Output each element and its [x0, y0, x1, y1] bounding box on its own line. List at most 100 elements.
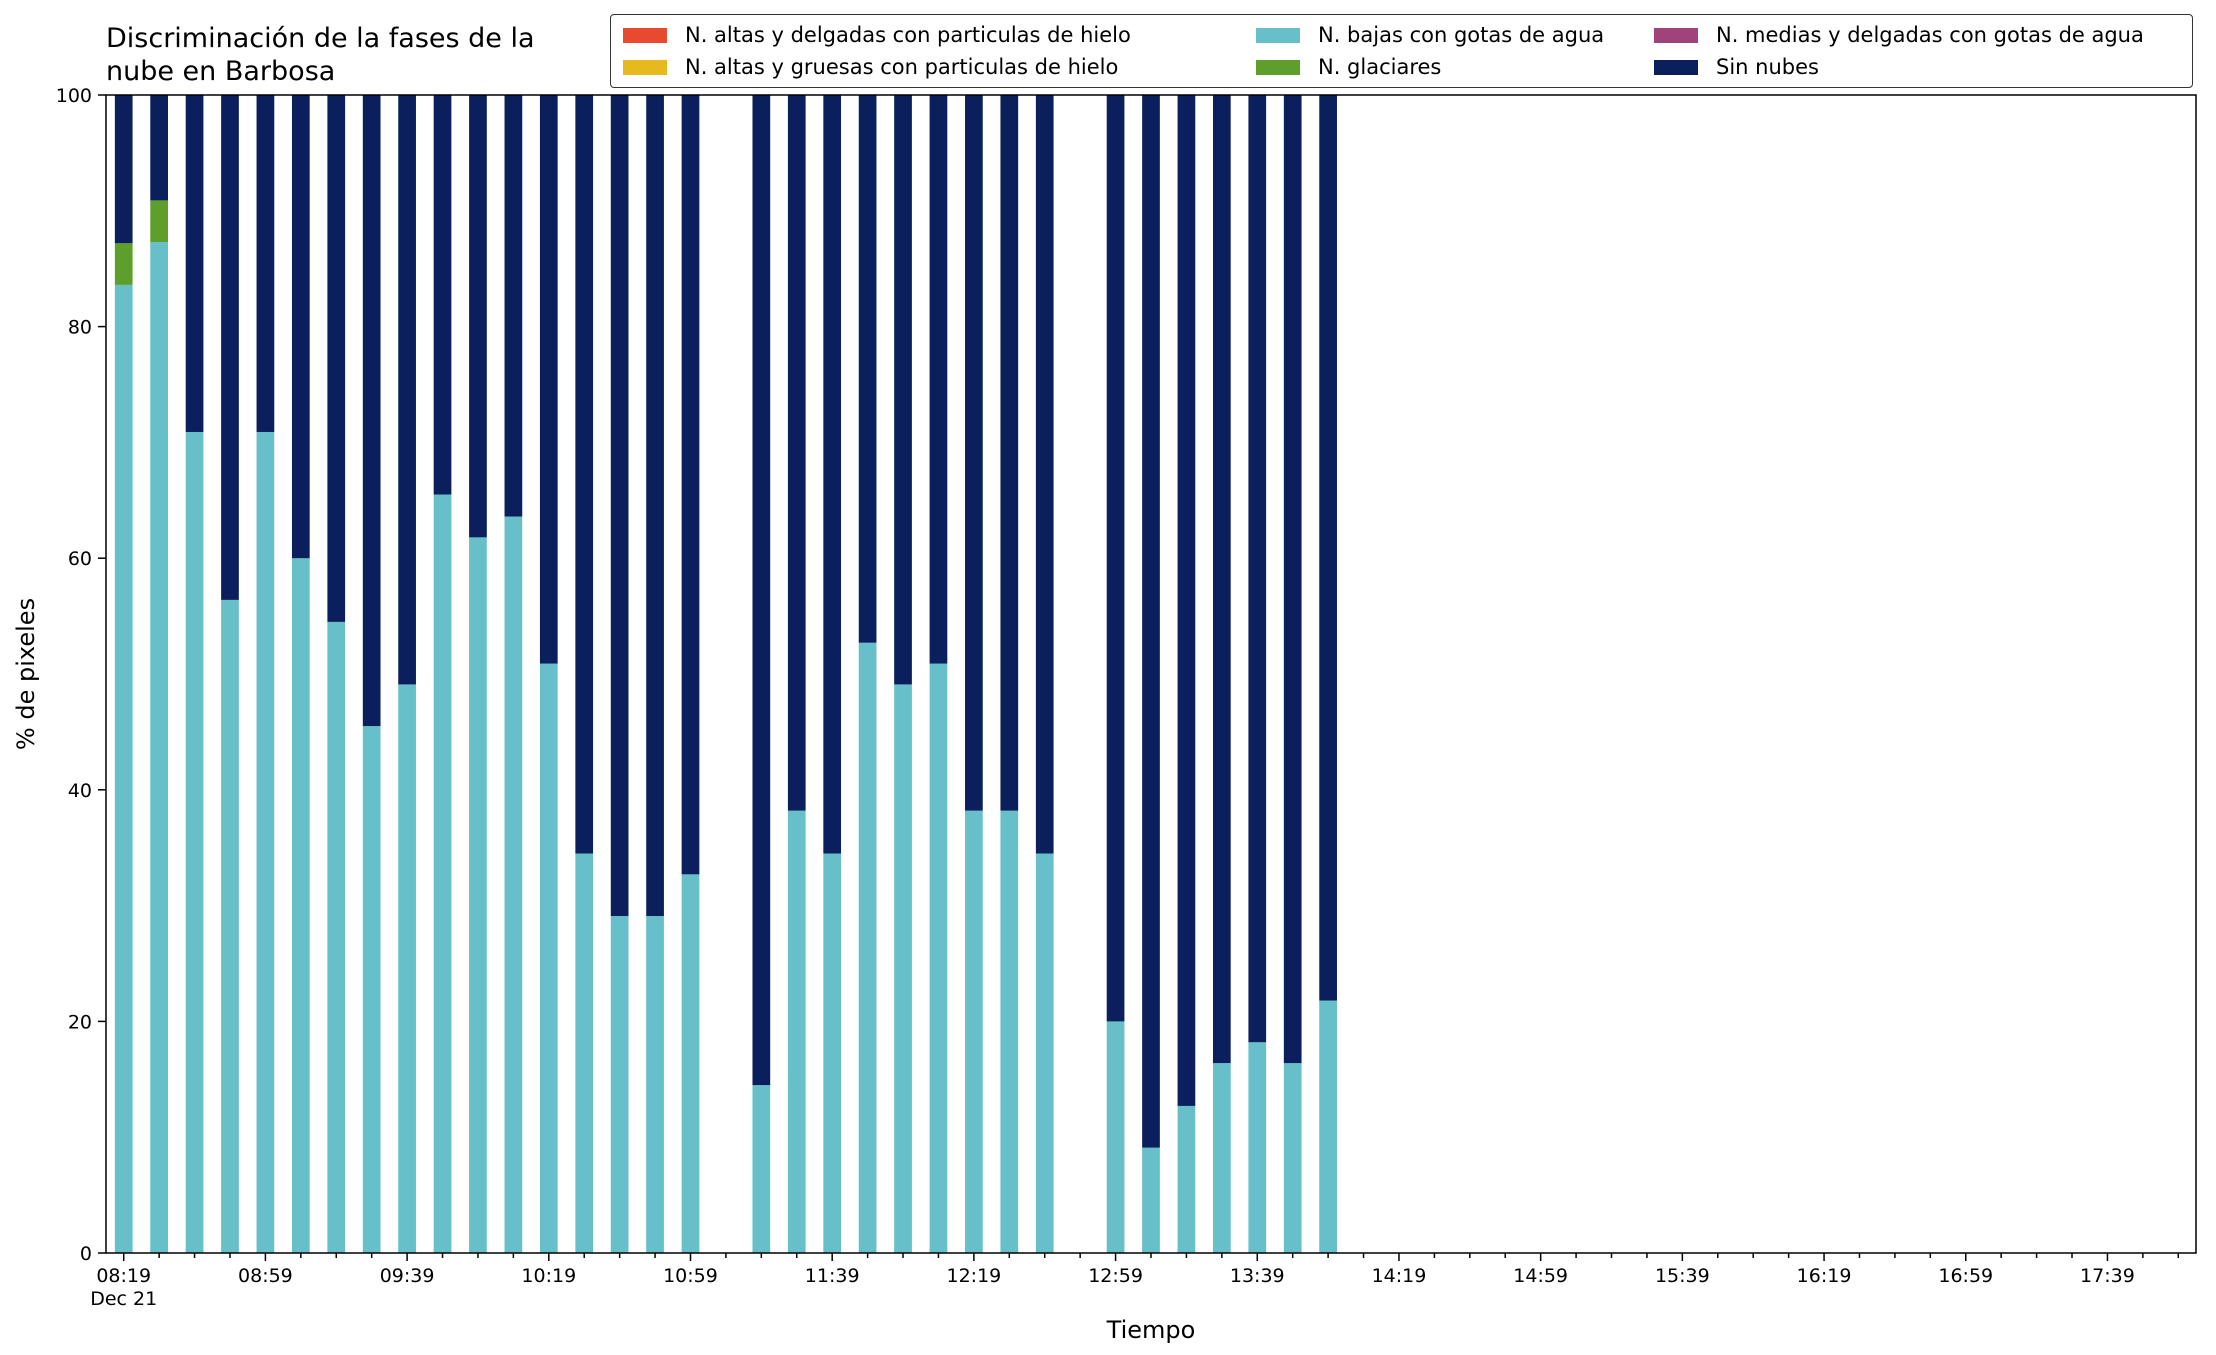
legend-swatch — [1256, 27, 1300, 43]
x-tick-label: 14:19 — [1372, 1265, 1427, 1287]
legend-label: Sin nubes — [1716, 55, 1819, 79]
bar-segment-0-series-3 — [114, 243, 133, 285]
y-tick-label: 0 — [80, 1243, 92, 1265]
bar-segment-16-series-2 — [681, 874, 700, 1253]
x-tick-label: 10:59 — [663, 1265, 718, 1287]
bar-segment-0-series-2 — [114, 284, 133, 1253]
chart-title: Discriminación de la fases de la nube en… — [106, 23, 535, 87]
x-tick-label: 10:19 — [521, 1265, 576, 1287]
bar-segment-32-series-2 — [1319, 1000, 1337, 1253]
bar-segment-18-series-5 — [787, 95, 806, 811]
bar-segment-32-series-5 — [1319, 95, 1337, 1001]
bar-segment-9-series-2 — [433, 494, 452, 1253]
y-tick-label: 100 — [56, 85, 92, 107]
bar-segment-9-series-5 — [433, 95, 452, 495]
x-date-label: Dec 21 — [90, 1288, 157, 1310]
bar-segment-6-series-2 — [327, 621, 346, 1253]
legend-swatch — [1654, 59, 1698, 75]
bar-segment-12-series-5 — [539, 95, 558, 664]
x-tick-label: 08:59 — [238, 1265, 293, 1287]
bar-segment-0-series-5 — [114, 95, 133, 244]
x-tick-label: 12:19 — [946, 1265, 1001, 1287]
bar-segment-24-series-2 — [1000, 810, 1019, 1253]
bar-segment-29-series-5 — [1212, 95, 1231, 1064]
bars-layer — [114, 95, 1337, 1254]
bar-segment-2-series-5 — [185, 95, 204, 432]
bar-segment-19-series-5 — [823, 95, 842, 854]
bar-segment-17-series-5 — [752, 95, 771, 1086]
bar-segment-16-series-5 — [681, 95, 700, 875]
bar-segment-2-series-2 — [185, 431, 204, 1254]
legend-label: N. bajas con gotas de agua — [1318, 23, 1605, 47]
bar-segment-3-series-5 — [221, 95, 239, 600]
bar-segment-6-series-5 — [327, 95, 346, 622]
bar-segment-28-series-5 — [1177, 95, 1196, 1106]
bar-segment-31-series-5 — [1283, 95, 1302, 1064]
legend-label: N. glaciares — [1318, 55, 1442, 79]
bar-segment-20-series-5 — [858, 95, 877, 643]
bar-segment-15-series-2 — [646, 916, 664, 1253]
x-tick-label: 15:39 — [1655, 1265, 1710, 1287]
bar-segment-31-series-2 — [1283, 1063, 1302, 1253]
legend-item: N. medias y delgadas con gotas de agua — [1654, 20, 2144, 50]
y-axis: 0 20 40 60 80 100 — [56, 85, 106, 1265]
legend: N. altas y delgadas con particulas de hi… — [610, 14, 2193, 88]
y-axis-label: % de pixeles — [12, 598, 40, 750]
x-tick-label: 11:39 — [805, 1265, 860, 1287]
bar-segment-1-series-2 — [150, 242, 168, 1253]
bar-segment-23-series-2 — [965, 810, 983, 1253]
x-tick-label: 16:59 — [1938, 1265, 1993, 1287]
x-tick-label: 09:39 — [380, 1265, 435, 1287]
bar-segment-8-series-5 — [398, 95, 416, 685]
x-tick-label: 13:39 — [1230, 1265, 1285, 1287]
x-tick-label: 17:39 — [2080, 1265, 2135, 1287]
bar-segment-5-series-5 — [291, 95, 310, 559]
legend-swatch — [623, 27, 667, 43]
bar-segment-26-series-5 — [1106, 95, 1125, 1022]
bar-segment-24-series-5 — [1000, 95, 1019, 811]
y-tick-label: 80 — [68, 317, 92, 339]
bar-segment-25-series-5 — [1035, 95, 1054, 854]
bar-segment-11-series-2 — [504, 516, 523, 1253]
bar-segment-15-series-5 — [646, 95, 664, 917]
bar-segment-14-series-2 — [610, 916, 629, 1253]
y-tick-label: 20 — [68, 1011, 92, 1033]
legend-swatch — [1256, 59, 1300, 75]
bar-segment-8-series-2 — [398, 684, 416, 1253]
bar-segment-14-series-5 — [610, 95, 629, 917]
bar-segment-3-series-2 — [221, 599, 239, 1253]
bar-segment-25-series-2 — [1035, 853, 1054, 1253]
bar-segment-7-series-2 — [362, 726, 381, 1253]
legend-item: Sin nubes — [1654, 52, 1819, 82]
bar-segment-20-series-2 — [858, 642, 877, 1253]
bar-segment-5-series-2 — [291, 558, 310, 1253]
legend-label: N. medias y delgadas con gotas de agua — [1716, 23, 2144, 47]
bar-segment-10-series-2 — [469, 537, 487, 1253]
bar-segment-19-series-2 — [823, 853, 842, 1253]
legend-label: N. altas y gruesas con particulas de hie… — [685, 55, 1119, 79]
bar-segment-22-series-2 — [929, 663, 948, 1253]
bar-segment-4-series-2 — [256, 431, 275, 1254]
x-tick-label: 12:59 — [1088, 1265, 1143, 1287]
bar-segment-7-series-5 — [362, 95, 381, 727]
legend-swatch — [623, 59, 667, 75]
legend-item: N. altas y delgadas con particulas de hi… — [623, 20, 1131, 50]
bar-segment-21-series-5 — [894, 95, 912, 685]
bar-segment-28-series-2 — [1177, 1105, 1196, 1253]
bar-segment-21-series-2 — [894, 684, 912, 1253]
bar-segment-27-series-2 — [1142, 1147, 1160, 1253]
bar-segment-12-series-2 — [539, 663, 558, 1253]
legend-swatch — [1654, 27, 1698, 43]
legend-label: N. altas y delgadas con particulas de hi… — [685, 23, 1131, 47]
y-tick-label: 40 — [68, 780, 92, 802]
bar-segment-18-series-2 — [787, 810, 806, 1253]
bar-segment-30-series-5 — [1248, 95, 1267, 1043]
bar-segment-13-series-2 — [575, 853, 594, 1253]
legend-item: N. glaciares — [1256, 52, 1441, 82]
y-tick-label: 60 — [68, 548, 92, 570]
bar-segment-22-series-5 — [929, 95, 948, 664]
x-tick-label: 16:19 — [1797, 1265, 1852, 1287]
bar-segment-11-series-5 — [504, 95, 523, 517]
bar-segment-13-series-5 — [575, 95, 594, 854]
